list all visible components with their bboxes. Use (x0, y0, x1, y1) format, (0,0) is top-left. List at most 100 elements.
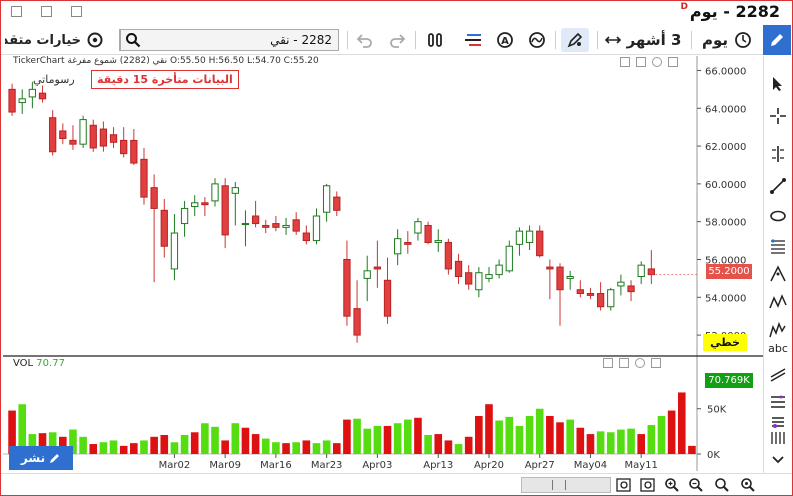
candle-body (607, 289, 615, 308)
redo-icon[interactable] (385, 28, 409, 52)
list-icon[interactable] (766, 390, 790, 414)
candle-body (617, 281, 625, 287)
vertical-line-icon[interactable] (766, 142, 790, 166)
zoom-fit-icon[interactable] (739, 476, 757, 494)
line-type-badge[interactable]: خطي (703, 334, 747, 351)
chart-zoom-icon[interactable] (615, 476, 633, 494)
vol-panel-minimize-button[interactable] (603, 358, 613, 368)
volume-bar (322, 440, 331, 454)
candle-body (343, 258, 351, 317)
candle-body (414, 221, 422, 234)
volume-bar (282, 443, 290, 454)
indicator-icon[interactable] (423, 28, 447, 52)
vol-panel-maximize-button[interactable] (619, 358, 629, 368)
channel-icon[interactable] (766, 362, 790, 386)
triangle-icon[interactable] (766, 262, 790, 286)
volume-bar (8, 410, 16, 454)
volume-bar (627, 428, 635, 454)
volume-bar (201, 423, 209, 454)
candle-body (333, 196, 341, 211)
volume-bar (485, 404, 493, 454)
volume-bar (241, 427, 250, 454)
candle-body (525, 230, 534, 243)
crosshair-icon[interactable] (766, 104, 790, 128)
trend-line-icon[interactable] (766, 174, 790, 198)
volume-bar (79, 436, 87, 454)
window-title-text: 2282 - يوم (689, 2, 780, 21)
window-control-maximize[interactable] (41, 6, 52, 17)
elliott-wave-icon[interactable] (766, 318, 790, 342)
panel-settings-button[interactable] (652, 57, 662, 67)
volume-bar (647, 425, 656, 454)
bars-icon[interactable] (461, 28, 485, 52)
chart-scrollbar[interactable] (521, 477, 611, 493)
window-title: 2282 - يومD (678, 2, 780, 21)
zoom-out-icon[interactable] (687, 476, 705, 494)
more-icon[interactable] (766, 448, 790, 472)
panel-minimize-button[interactable] (620, 57, 630, 67)
chart-canvas[interactable]: 66.0000 64.0000 62.0000 60.0000 58.0000 56.00… (3, 56, 763, 471)
interval-selector[interactable]: يوم (697, 28, 757, 52)
candle-body (454, 260, 463, 277)
candle-body (180, 207, 189, 225)
window-control-close[interactable] (11, 6, 22, 17)
wave-icon[interactable] (525, 28, 549, 52)
candle-body (241, 223, 250, 226)
window-control-minimize[interactable] (71, 6, 82, 17)
settings-gear-icon[interactable] (83, 28, 107, 52)
candle-body (363, 270, 371, 279)
pencil-icon[interactable] (763, 25, 791, 55)
period-selector[interactable]: 3 أشهر (601, 28, 685, 52)
alert-a-icon[interactable]: A (493, 28, 517, 52)
symbol-search-field[interactable]: 2282 - نقي (119, 29, 339, 51)
volume-bar (434, 434, 443, 454)
candle-body (282, 224, 290, 228)
undo-icon[interactable] (353, 28, 377, 52)
volume-bar (383, 425, 392, 454)
volume-bar (160, 434, 169, 454)
ellipse-icon[interactable] (766, 204, 790, 228)
candle-body (130, 139, 138, 164)
volume-bar (150, 436, 158, 454)
drawing-tools-icon[interactable] (561, 28, 589, 52)
interval-label: يوم (701, 31, 729, 49)
drawing-tools-sidebar: abc (763, 56, 791, 474)
search-value[interactable]: 2282 - نقي (270, 33, 332, 47)
scroll-thumb[interactable] (552, 480, 566, 490)
volume-bar (677, 392, 686, 454)
zoom-in-icon[interactable] (663, 476, 681, 494)
clock-icon (735, 32, 751, 48)
cursor-icon[interactable] (766, 72, 790, 96)
candle-body (18, 98, 26, 104)
toolbar-divider (415, 31, 416, 49)
chart-zoom-out-icon[interactable] (639, 476, 657, 494)
volume-bar (454, 444, 463, 454)
search-icon[interactable] (120, 30, 144, 50)
volume-bar (414, 417, 422, 454)
volume-bar (38, 433, 47, 454)
fibonacci-icon[interactable] (766, 234, 790, 258)
candle-body (201, 202, 209, 206)
price-tick-label: 66.0000 (705, 66, 746, 77)
publish-button[interactable]: نشر (9, 446, 73, 470)
panel-close-button[interactable] (668, 57, 678, 67)
advanced-options-button[interactable]: خيارات متقدمة (5, 28, 81, 52)
candle-body (495, 264, 503, 276)
chart-type-label[interactable]: رسوماتي (33, 73, 75, 86)
vol-panel-close-button[interactable] (651, 358, 661, 368)
toolbar-divider (691, 31, 692, 49)
zoom-reset-icon[interactable] (713, 476, 731, 494)
candle-body (586, 293, 595, 296)
pencil-small-icon (50, 454, 60, 463)
volume-bar (444, 440, 453, 454)
text-abc-icon[interactable]: abc (768, 341, 788, 355)
range-arrows-icon (604, 36, 621, 44)
fib-fan-icon[interactable] (766, 426, 790, 450)
volume-bar (261, 438, 270, 454)
properties-icon[interactable] (766, 410, 790, 434)
volume-bar (119, 445, 128, 454)
panel-maximize-button[interactable] (636, 57, 646, 67)
pattern-icon[interactable] (766, 290, 790, 314)
vol-panel-settings-button[interactable] (635, 358, 645, 368)
chart-area[interactable]: 66.0000 64.0000 62.0000 60.0000 58.0000 56.00… (3, 56, 763, 471)
